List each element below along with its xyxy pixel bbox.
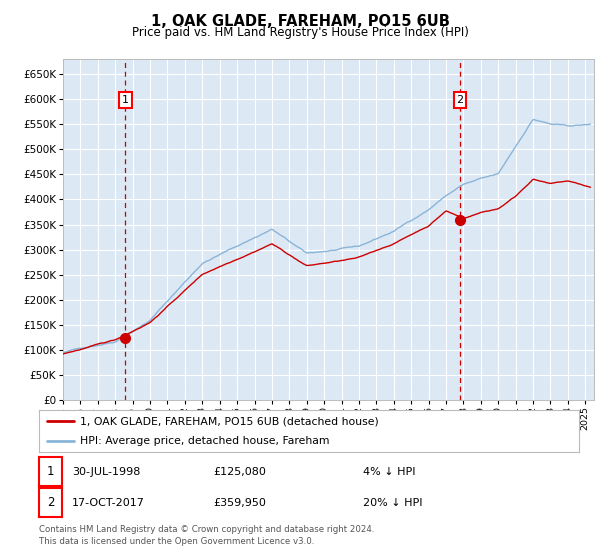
Text: 20% ↓ HPI: 20% ↓ HPI (363, 498, 422, 508)
Text: 1, OAK GLADE, FAREHAM, PO15 6UB (detached house): 1, OAK GLADE, FAREHAM, PO15 6UB (detache… (79, 417, 378, 426)
Text: £359,950: £359,950 (213, 498, 266, 508)
Text: 1, OAK GLADE, FAREHAM, PO15 6UB: 1, OAK GLADE, FAREHAM, PO15 6UB (151, 14, 449, 29)
Text: 1: 1 (122, 95, 129, 105)
Text: 1: 1 (47, 465, 54, 478)
Text: 2: 2 (457, 95, 464, 105)
Text: 30-JUL-1998: 30-JUL-1998 (72, 466, 140, 477)
Text: £125,080: £125,080 (213, 466, 266, 477)
Text: 2: 2 (47, 496, 54, 510)
Text: Contains HM Land Registry data © Crown copyright and database right 2024.
This d: Contains HM Land Registry data © Crown c… (39, 525, 374, 546)
Text: 4% ↓ HPI: 4% ↓ HPI (363, 466, 415, 477)
Text: HPI: Average price, detached house, Fareham: HPI: Average price, detached house, Fare… (79, 436, 329, 446)
Text: Price paid vs. HM Land Registry's House Price Index (HPI): Price paid vs. HM Land Registry's House … (131, 26, 469, 39)
Text: 17-OCT-2017: 17-OCT-2017 (72, 498, 145, 508)
